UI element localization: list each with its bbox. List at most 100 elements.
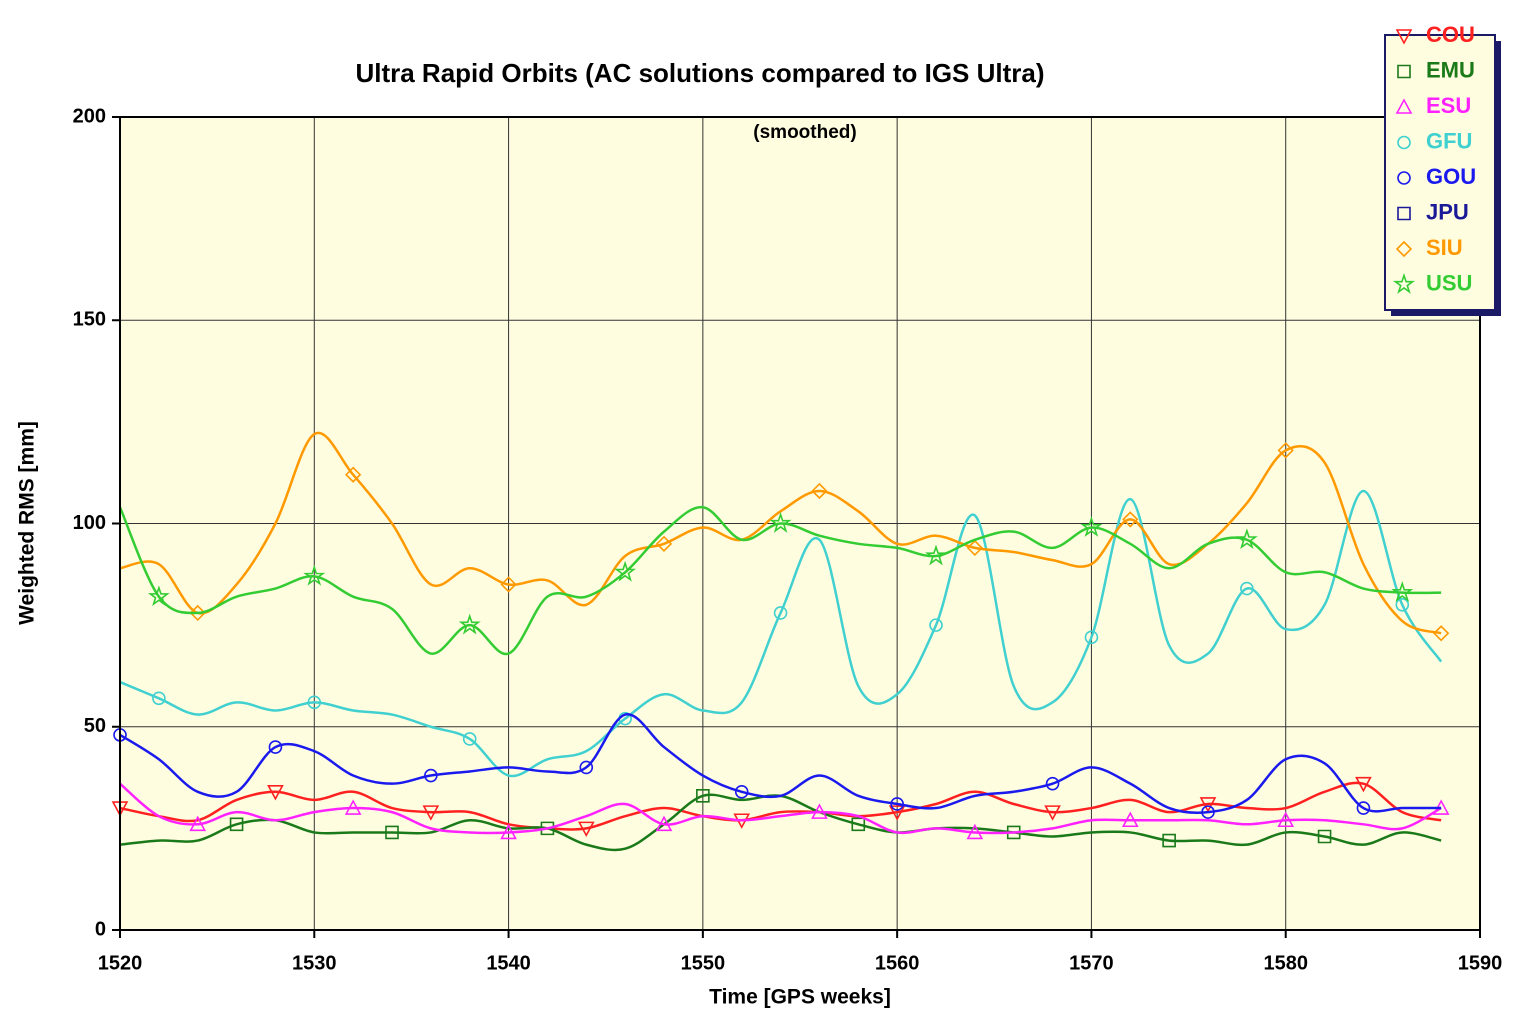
y-tick-label: 100 <box>73 512 106 534</box>
marker <box>1122 511 1139 528</box>
marker <box>1044 805 1061 821</box>
marker <box>344 799 362 815</box>
grid: 0 50 100 150 200 1520 1530 1540 1550 1560 1570 1580… <box>73 105 1503 974</box>
legend-label: GOU <box>1426 164 1476 189</box>
marker <box>1006 825 1021 840</box>
marker <box>769 511 792 533</box>
marker <box>422 805 440 821</box>
marker <box>303 564 326 586</box>
marker <box>577 821 595 838</box>
marker <box>1235 528 1258 550</box>
legend-marker <box>1392 273 1416 294</box>
marker <box>1391 581 1414 602</box>
legend-marker <box>1395 29 1413 45</box>
x-tick-label: 1530 <box>292 952 337 974</box>
marker <box>1395 597 1410 612</box>
marker <box>851 817 866 832</box>
marker <box>385 825 399 840</box>
legend-marker <box>1397 135 1411 150</box>
marker <box>811 482 828 500</box>
marker <box>1355 776 1372 793</box>
marker <box>152 691 166 706</box>
x-tick-label: 1580 <box>1263 952 1308 974</box>
series-line <box>119 781 1442 831</box>
marker <box>500 576 517 593</box>
legend-label: ESU <box>1426 93 1471 118</box>
marker <box>268 740 283 754</box>
marker <box>614 560 637 582</box>
series-line <box>119 782 1442 835</box>
marker <box>811 803 828 819</box>
marker <box>655 535 673 552</box>
marker <box>462 732 477 746</box>
x-axis-label: Time [GPS weeks] <box>709 986 891 1009</box>
marker <box>189 604 206 622</box>
marker <box>307 695 322 710</box>
chart-title: Ultra Rapid Orbits (AC solutions compare… <box>355 58 1044 88</box>
marker <box>924 544 948 566</box>
marker <box>966 823 984 840</box>
legend-marker <box>1395 240 1413 258</box>
marker <box>696 789 710 803</box>
marker <box>147 585 170 607</box>
series-line <box>118 505 1442 655</box>
legend-marker <box>1397 64 1411 79</box>
y-tick-label: 0 <box>95 918 106 940</box>
legend-entries: COU EMU ESU GFU GOU JPU SIU USU <box>1392 22 1476 295</box>
y-tick-label: 200 <box>73 105 106 127</box>
y-axis-label: Weighted RMS [mm] <box>16 421 39 625</box>
marker <box>424 768 438 783</box>
marker <box>229 817 244 832</box>
marker <box>189 815 207 832</box>
legend-marker <box>1397 171 1411 185</box>
marker <box>1121 811 1139 828</box>
marker <box>1356 801 1371 815</box>
marker <box>1045 776 1060 791</box>
marker <box>1201 805 1215 819</box>
series-line <box>119 713 1442 814</box>
marker <box>1240 581 1254 596</box>
marker <box>500 823 517 840</box>
marker <box>1433 625 1450 642</box>
x-tick-label: 1570 <box>1069 952 1114 974</box>
marker <box>655 815 673 832</box>
marker <box>1317 829 1332 844</box>
y-tick-label: 150 <box>73 309 106 331</box>
x-tick-label: 1550 <box>681 952 726 974</box>
y-tick-label: 50 <box>84 715 106 737</box>
marker <box>890 797 904 811</box>
legend-label: SIU <box>1426 235 1463 260</box>
marker <box>1277 442 1294 459</box>
chart-subtitle: (smoothed) <box>753 122 856 143</box>
marker <box>1084 630 1099 645</box>
marker <box>1080 516 1103 537</box>
marker <box>1277 811 1295 828</box>
x-tick-label: 1590 <box>1458 952 1503 974</box>
lines <box>111 431 1450 852</box>
legend-label: USU <box>1426 270 1472 295</box>
marker <box>966 539 983 557</box>
marker <box>1199 797 1217 813</box>
x-tick-label: 1560 <box>875 952 920 974</box>
series-line <box>119 489 1443 778</box>
legend-marker <box>1397 206 1411 221</box>
legend-label: COU <box>1426 22 1475 47</box>
x-tick-label: 1520 <box>98 952 143 974</box>
marker <box>929 618 943 632</box>
legend-marker <box>1395 98 1413 114</box>
legend-label: JPU <box>1426 199 1469 224</box>
marker <box>458 613 481 635</box>
marker <box>345 466 362 483</box>
marker <box>1162 833 1176 848</box>
plot-frame <box>119 116 1481 931</box>
x-tick-label: 1540 <box>486 952 531 974</box>
marker <box>773 606 788 620</box>
marker <box>734 784 749 799</box>
legend-label: GFU <box>1426 128 1472 153</box>
series-line <box>119 431 1442 635</box>
marker <box>888 805 906 821</box>
marker <box>579 760 594 775</box>
marker <box>267 784 284 801</box>
